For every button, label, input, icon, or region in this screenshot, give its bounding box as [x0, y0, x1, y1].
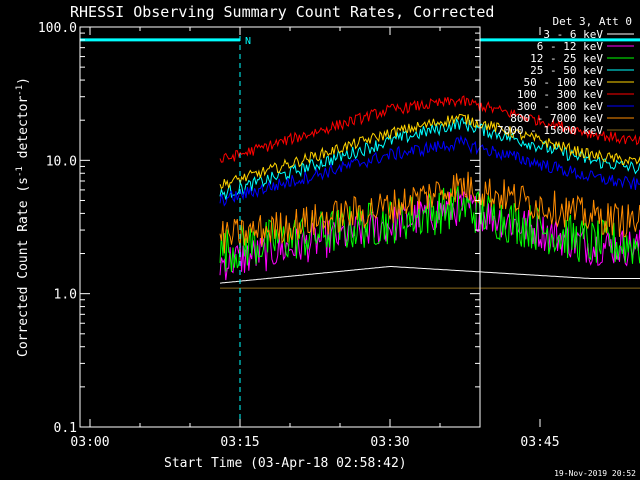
y-tick-label-1: 10.0 — [46, 154, 77, 169]
plot-frame — [79, 26, 481, 428]
series-line-3 — [219, 116, 640, 200]
y-tick-label-3: 0.1 — [54, 421, 77, 436]
series-line-6 — [219, 134, 640, 207]
y-axis-label: Corrected Count Rate (s-1 detector-1) — [15, 77, 31, 357]
legend-label-3: 25 - 50 keV — [530, 64, 603, 77]
legend-label-2: 12 - 25 keV — [530, 52, 603, 65]
legend-label-5: 100 - 300 keV — [517, 88, 603, 101]
x-tick-label-3: 03:45 — [520, 435, 559, 450]
series-line-4 — [219, 113, 640, 190]
legend-label-1: 6 - 12 keV — [537, 40, 604, 53]
annotation-n: N — [245, 36, 251, 47]
x-tick-label-1: 03:15 — [220, 435, 259, 450]
tick-layer: 03:0003:1503:3003:4504:0004:1504:30100.0… — [38, 21, 560, 450]
legend-label-6: 300 - 800 keV — [517, 100, 603, 113]
legend-label-8: 7000 - 15000 keV — [497, 124, 603, 137]
legend-header: Det 3, Att 0 — [553, 15, 632, 28]
x-tick-label-2: 03:30 — [370, 435, 409, 450]
legend-label-0: 3 - 6 keV — [543, 28, 603, 41]
timestamp: 19-Nov-2019 20:52 — [554, 469, 636, 478]
series-line-2 — [219, 185, 640, 273]
series-layer — [219, 95, 640, 289]
chart-title: RHESSI Observing Summary Count Rates, Co… — [70, 3, 494, 21]
legend-label-4: 50 - 100 keV — [524, 76, 604, 89]
series-line-5 — [219, 95, 640, 163]
legend-label-7: 800 - 7000 keV — [510, 112, 603, 125]
marker-layer: N — [80, 27, 640, 427]
y-tick-label-2: 1.0 — [54, 288, 77, 303]
x-axis-label: Start Time (03-Apr-18 02:58:42) — [164, 456, 407, 471]
series-line-1 — [219, 188, 640, 281]
series-line-7 — [219, 171, 640, 254]
y-tick-label-0: 100.0 — [38, 21, 77, 36]
series-line-0 — [219, 266, 640, 284]
x-tick-label-0: 03:00 — [70, 435, 109, 450]
